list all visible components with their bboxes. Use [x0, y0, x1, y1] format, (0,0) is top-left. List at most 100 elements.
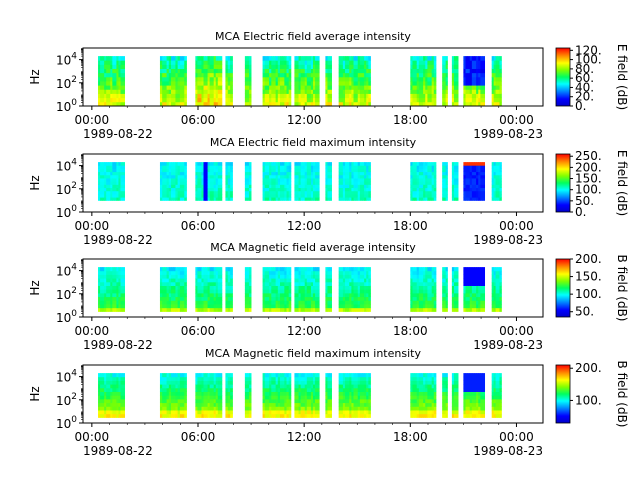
data-cell: [184, 168, 187, 172]
data-cell: [249, 85, 251, 90]
data-cell: [123, 64, 125, 69]
data-cell: [228, 286, 231, 290]
data-cell: [317, 194, 319, 198]
data-cell: [178, 81, 181, 86]
data-cell: [434, 289, 437, 293]
data-cell: [434, 178, 437, 182]
data-cell: [220, 194, 222, 198]
data-cell: [220, 282, 222, 286]
data-cell: [228, 89, 231, 94]
data-cell: [482, 300, 485, 304]
data-cell: [228, 275, 231, 279]
data-cell: [123, 56, 125, 61]
data-cell: [228, 81, 231, 86]
data-cell: [164, 56, 167, 61]
data-cell: [220, 64, 222, 69]
data-cell: [178, 267, 181, 271]
data-cell: [228, 64, 231, 69]
data-cell: [230, 162, 233, 166]
data-cell: [482, 293, 485, 297]
data-cell: [230, 308, 233, 312]
data-cell: [228, 162, 231, 166]
data-cell: [499, 162, 501, 166]
data-cell: [164, 178, 167, 182]
data-cell: [164, 175, 167, 179]
data-cell: [289, 194, 292, 198]
data-cell: [456, 304, 458, 308]
data-cell: [230, 69, 233, 74]
data-cell: [164, 392, 167, 396]
data-cell: [368, 184, 371, 188]
data-cell: [446, 162, 448, 166]
data-cell: [123, 377, 125, 381]
data-cell: [434, 188, 437, 192]
panel-title: MCA Magnetic field average intensity: [210, 241, 416, 254]
spectrogram: [98, 267, 502, 312]
data-cell: [184, 188, 187, 192]
colorbar: [556, 259, 570, 317]
data-cell: [446, 191, 448, 195]
y-tick-label: 104: [56, 263, 77, 279]
colorbar-tick-label: 150.: [575, 270, 602, 284]
data-cell: [225, 278, 228, 282]
data-cell: [368, 191, 371, 195]
data-cell: [164, 271, 167, 275]
data-cell: [178, 403, 181, 407]
data-cell: [164, 403, 167, 407]
data-cell: [482, 178, 485, 182]
data-cell: [289, 184, 292, 188]
data-cell: [225, 293, 228, 297]
y-axis-label: Hz: [28, 280, 42, 295]
data-cell: [317, 98, 319, 103]
x-tick-label: 00:00: [75, 113, 110, 127]
data-cell: [446, 194, 448, 198]
data-cell: [434, 197, 437, 201]
data-cell: [289, 94, 292, 99]
data-cell: [289, 297, 292, 301]
data-cell: [368, 300, 371, 304]
data-cell: [499, 297, 501, 301]
data-cell: [123, 168, 125, 172]
data-cell: [225, 94, 228, 99]
data-cell: [220, 181, 222, 185]
data-cell: [249, 89, 251, 94]
data-cell: [123, 297, 125, 301]
data-cell: [123, 384, 125, 388]
data-cell: [434, 286, 437, 290]
data-cell: [330, 300, 332, 304]
data-cell: [184, 289, 187, 293]
data-cell: [499, 188, 501, 192]
data-cell: [330, 297, 332, 301]
data-cell: [220, 175, 222, 179]
data-cell: [456, 194, 458, 198]
data-cell: [368, 289, 371, 293]
data-cell: [330, 162, 332, 166]
data-cell: [317, 275, 319, 279]
data-cell: [228, 181, 231, 185]
data-cell: [225, 275, 228, 279]
data-cell: [164, 410, 167, 414]
data-cell: [184, 89, 187, 94]
data-cell: [499, 60, 501, 65]
data-cell: [482, 286, 485, 290]
data-cell: [228, 293, 231, 297]
panel-title: MCA Electric field maximum intensity: [210, 136, 417, 149]
data-cell: [317, 267, 319, 271]
data-cell: [317, 271, 319, 275]
panel-3: MCA Magnetic field average intensity1001…: [28, 241, 629, 352]
data-cell: [164, 282, 167, 286]
data-cell: [230, 278, 233, 282]
data-cell: [123, 181, 125, 185]
data-cell: [446, 94, 448, 99]
data-cell: [220, 162, 222, 166]
data-cell: [368, 81, 371, 86]
data-cell: [230, 89, 233, 94]
data-cell: [225, 162, 228, 166]
data-cell: [225, 81, 228, 86]
spectrogram: [98, 162, 502, 201]
colorbar-label: E field (dB): [615, 44, 629, 110]
data-cell: [482, 289, 485, 293]
data-cell: [317, 73, 319, 78]
data-cell: [249, 172, 251, 176]
data-cell: [482, 175, 485, 179]
